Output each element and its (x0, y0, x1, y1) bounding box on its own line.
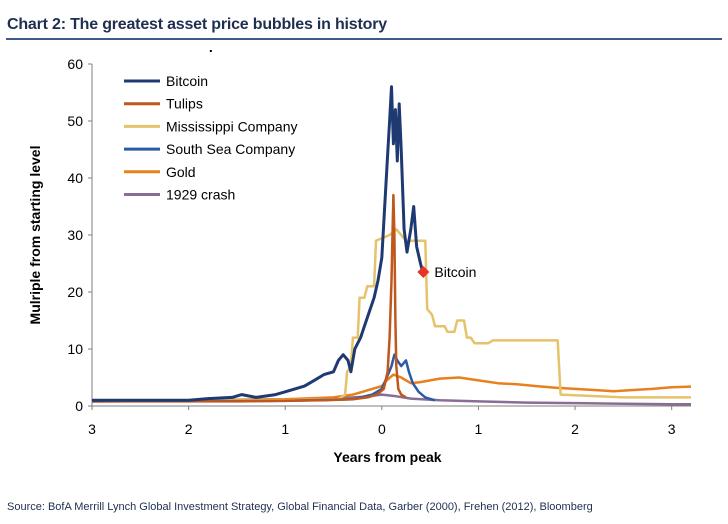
annotation-diamond-marker (417, 266, 430, 279)
chart-title: Chart 2: The greatest asset price bubble… (7, 16, 387, 33)
source-note: Source: BofA Merrill Lynch Global Invest… (7, 501, 593, 513)
y-axis-title: Mulriple from starting level (27, 146, 43, 325)
chart-annotations: Bitcoin (417, 264, 476, 280)
y-tick-label: 60 (67, 56, 83, 72)
y-tick-label: 20 (67, 284, 83, 300)
series-line-bitcoin (92, 85, 425, 402)
chart-series-layer (91, 85, 692, 406)
x-tick-label: 1 (281, 421, 289, 437)
x-tick-label: 3 (88, 421, 96, 437)
legend-label-bitcoin: Bitcoin (166, 73, 208, 89)
stray-dot-mark (209, 50, 212, 52)
legend-label-south-sea-company: South Sea Company (166, 141, 295, 157)
legend-label-mississippi-company: Mississippi Company (166, 118, 297, 134)
x-tick-label: 3 (668, 421, 676, 437)
chart-legend: Bitcoin Tulips Mississippi Company South Se… (124, 73, 297, 203)
title-divider (6, 38, 722, 40)
x-tick-label: 0 (378, 421, 386, 437)
series-line-mississippi-company (92, 228, 691, 402)
x-tick-label: 1 (475, 421, 483, 437)
x-axis-title: Years from peak (333, 449, 441, 465)
y-tick-label: 0 (75, 398, 83, 414)
legend-label-tulips: Tulips (166, 96, 203, 112)
series-line-gold (91, 373, 692, 403)
y-tick-label: 10 (67, 341, 83, 357)
x-tick-label: 2 (185, 421, 193, 437)
x-tick-label: 2 (571, 421, 579, 437)
legend-label-gold: Gold (166, 164, 196, 180)
y-tick-label: 50 (67, 113, 83, 129)
y-tick-label: 40 (67, 170, 83, 186)
series-line-tulips (92, 193, 407, 403)
y-tick-label: 30 (67, 227, 83, 243)
annotation-label: Bitcoin (434, 264, 476, 280)
legend-label-1929-crash: 1929 crash (166, 187, 235, 203)
